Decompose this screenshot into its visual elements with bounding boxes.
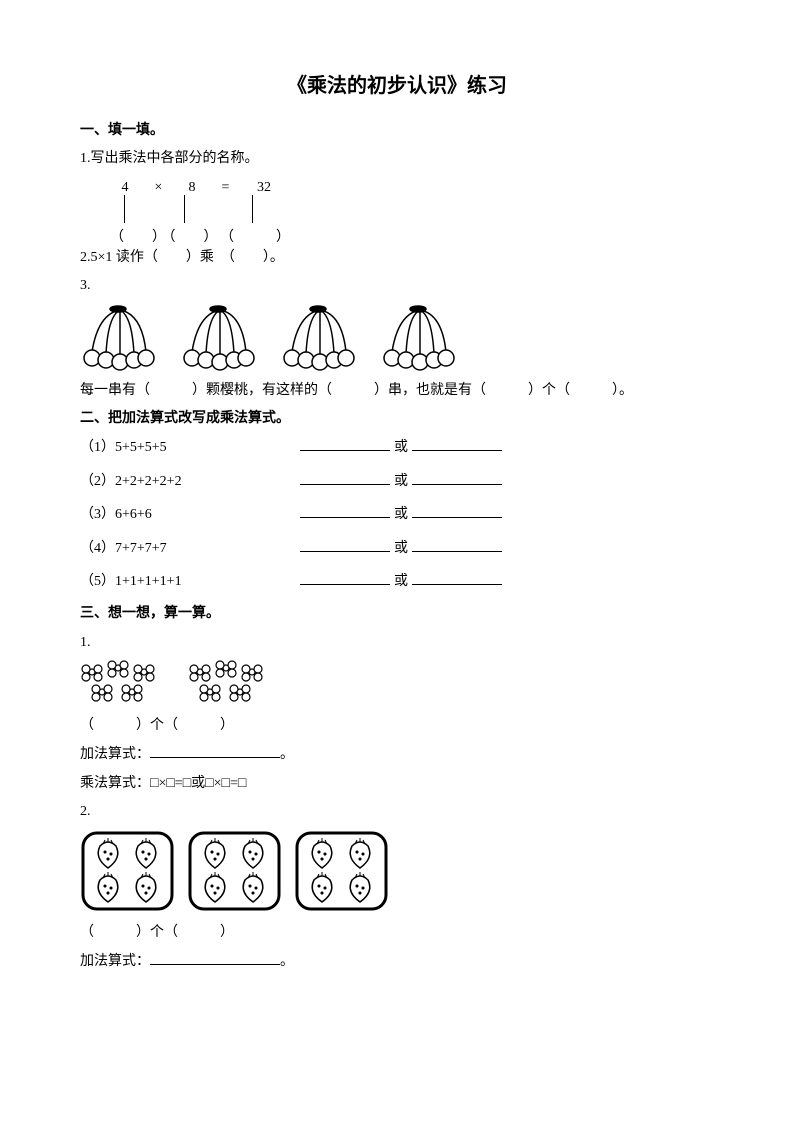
convert-expr: （5）1+1+1+1+1: [80, 571, 300, 593]
q1-paren3: （ ）: [220, 227, 290, 249]
s3-add-label2: 加法算式：: [80, 954, 150, 969]
cherry-icon: [380, 304, 460, 374]
or-text: 或: [394, 437, 408, 459]
page-title: 《乘法的初步认识》练习: [80, 70, 714, 102]
q1-label: 1.写出乘法中各部分的名称。: [80, 148, 714, 170]
blank: [300, 503, 390, 518]
q3-num: 3.: [80, 275, 714, 297]
convert-expr: （3）6+6+6: [80, 504, 300, 526]
s3-count: （ ）个（ ）: [80, 715, 714, 737]
blank: [300, 470, 390, 485]
s3-count2: （ ）个（ ）: [80, 922, 714, 944]
q1-paren2: （ ）: [162, 227, 217, 249]
section2-head: 二、把加法算式改写成乘法算式。: [80, 408, 714, 430]
cherry-icon: [180, 304, 260, 374]
flower-row: [80, 660, 714, 705]
strawberry-tray-icon: [294, 830, 389, 912]
convert-row: （4）7+7+7+7 或: [80, 537, 714, 560]
blank: [412, 537, 502, 552]
blank: [150, 950, 280, 965]
s3-add-label: 加法算式：: [80, 747, 150, 762]
eq-c: 32: [244, 177, 284, 199]
blank: [412, 503, 502, 518]
blank: [300, 570, 390, 585]
or-text: 或: [394, 504, 408, 526]
strawberry-tray-icon: [80, 830, 175, 912]
convert-row: （3）6+6+6 或: [80, 503, 714, 526]
section1-head: 一、填一填。: [80, 120, 714, 142]
q3-text: 每一串有（ ）颗樱桃，有这样的（ ）串，也就是有（ ）个（ ）。: [80, 380, 714, 402]
eq-eq: =: [211, 177, 241, 199]
convert-row: （1）5+5+5+5 或: [80, 436, 714, 459]
convert-expr: （1）5+5+5+5: [80, 437, 300, 459]
blank: [150, 743, 280, 758]
flower-group-icon: [80, 660, 170, 705]
period: 。: [280, 747, 294, 762]
q1-paren1: （ ）: [110, 227, 158, 249]
eq-a: 4: [110, 177, 140, 199]
blank: [300, 436, 390, 451]
or-text: 或: [394, 538, 408, 560]
q1-diagram: 4 × 8 = 32 （ ） （ ） （ ）: [110, 177, 714, 247]
eq-op: ×: [144, 177, 174, 199]
or-text: 或: [394, 471, 408, 493]
section3-head: 三、想一想，算一算。: [80, 603, 714, 625]
eq-b: 8: [177, 177, 207, 199]
s3-q2num: 2.: [80, 801, 714, 823]
tray-row: [80, 830, 714, 912]
strawberry-tray-icon: [187, 830, 282, 912]
convert-expr: （4）7+7+7+7: [80, 538, 300, 560]
cherry-icon: [80, 304, 160, 374]
blank: [412, 570, 502, 585]
s3-q1num: 1.: [80, 632, 714, 654]
flower-group-icon: [188, 660, 278, 705]
blank: [300, 537, 390, 552]
period: 。: [280, 954, 294, 969]
convert-row: （5）1+1+1+1+1 或: [80, 570, 714, 593]
cherry-row: [80, 304, 714, 374]
convert-row: （2）2+2+2+2+2 或: [80, 470, 714, 493]
cherry-icon: [280, 304, 360, 374]
blank: [412, 470, 502, 485]
blank: [412, 436, 502, 451]
s3-mult: 乘法算式：□×□=□或□×□=□: [80, 773, 714, 795]
s3-add-row: 加法算式： 。: [80, 743, 714, 766]
q2-text: 2.5×1 读作（ ）乘 （ ）。: [80, 247, 714, 269]
convert-expr: （2）2+2+2+2+2: [80, 471, 300, 493]
s3-add-row2: 加法算式： 。: [80, 950, 714, 973]
or-text: 或: [394, 571, 408, 593]
